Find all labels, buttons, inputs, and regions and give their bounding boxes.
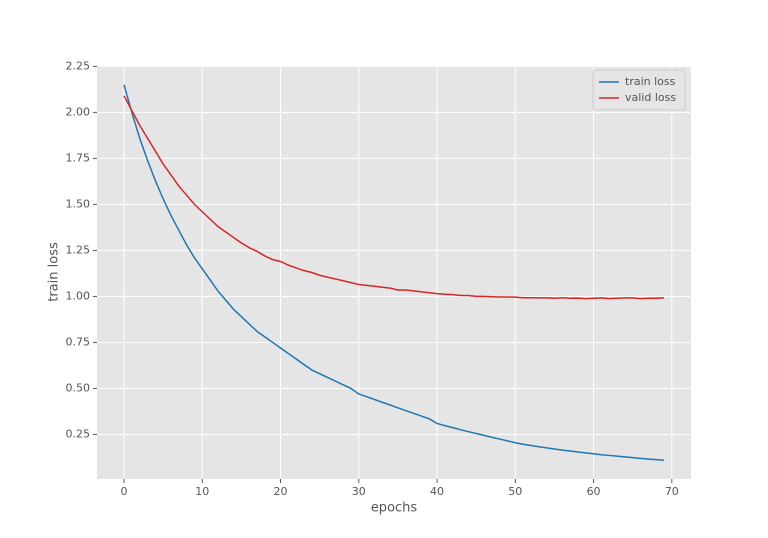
y-axis-label: train loss <box>47 242 62 302</box>
y-tick-label: 2.00 <box>66 105 91 118</box>
x-tick-label: 30 <box>352 485 366 498</box>
legend-label: valid loss <box>625 91 676 104</box>
x-tick-label: 0 <box>121 485 128 498</box>
y-tick-label: 0.75 <box>66 335 91 348</box>
y-tick-label: 1.75 <box>66 151 91 164</box>
x-tick-label: 20 <box>274 485 288 498</box>
x-axis-label: epochs <box>371 501 418 516</box>
legend-box <box>592 69 686 111</box>
x-tick-label: 40 <box>430 485 444 498</box>
x-tick-label: 60 <box>587 485 601 498</box>
line <box>123 95 665 300</box>
y-tick-label: 1.50 <box>66 197 91 210</box>
legend-label: train loss <box>625 75 676 88</box>
x-tick-label: 70 <box>665 485 679 498</box>
x-tick-label: 50 <box>508 485 522 498</box>
x-tick-label: 10 <box>195 485 209 498</box>
y-tick-label: 2.25 <box>66 59 91 72</box>
y-tick-label: 0.25 <box>66 427 91 440</box>
line <box>123 84 665 461</box>
y-tick-label: 0.50 <box>66 381 91 394</box>
y-tick-label: 1.00 <box>66 289 91 302</box>
y-tick-label: 1.25 <box>66 243 91 256</box>
plot-area <box>97 66 691 479</box>
